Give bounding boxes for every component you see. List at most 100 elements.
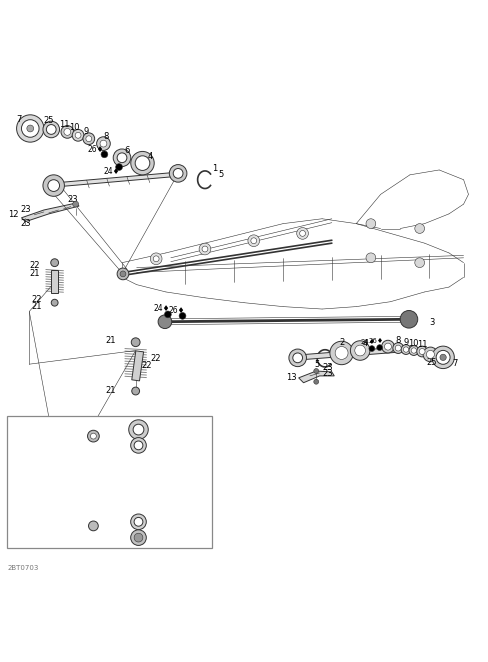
Text: 4: 4 [363,339,367,348]
Circle shape [51,299,58,306]
Circle shape [436,350,450,364]
Circle shape [61,126,74,138]
Circle shape [134,533,143,542]
Circle shape [366,218,376,228]
Circle shape [400,310,418,328]
Circle shape [75,132,81,138]
Circle shape [27,125,34,132]
Text: 21: 21 [30,269,41,278]
Circle shape [179,312,186,319]
Text: 6: 6 [124,146,130,155]
Text: 1: 1 [212,164,217,173]
Text: 25: 25 [426,357,437,367]
Circle shape [43,121,60,138]
Circle shape [51,259,59,267]
Circle shape [129,420,148,440]
Text: 8: 8 [395,336,401,346]
Circle shape [411,348,417,354]
Text: 12: 12 [8,211,19,219]
Circle shape [131,438,146,453]
Circle shape [101,151,108,158]
Bar [131,443,146,530]
Circle shape [43,175,64,197]
Text: 5: 5 [315,359,320,369]
Circle shape [377,345,383,350]
Circle shape [427,350,434,358]
Text: 23: 23 [323,369,333,379]
Circle shape [300,230,305,236]
Bar [85,440,102,518]
Bar [128,529,149,535]
Circle shape [83,133,95,144]
Text: 10: 10 [408,339,419,348]
Text: 3: 3 [429,318,435,327]
Text: 8: 8 [103,132,109,141]
Text: 24♦: 24♦ [154,304,170,313]
Text: 26♦: 26♦ [168,306,185,314]
Circle shape [415,258,425,267]
Text: 20: 20 [165,441,177,450]
Circle shape [432,346,454,369]
Text: 13: 13 [286,373,297,383]
Text: 21: 21 [31,302,42,311]
Polygon shape [21,203,79,222]
Text: 26♦: 26♦ [368,338,383,344]
Text: 23: 23 [20,219,31,228]
Circle shape [393,343,404,354]
Circle shape [415,224,425,234]
Text: 16: 16 [165,533,177,542]
Text: 24♦: 24♦ [361,339,375,345]
Text: 22: 22 [150,354,161,363]
Circle shape [131,530,146,545]
Circle shape [385,343,391,350]
Circle shape [382,340,394,353]
Text: 19: 19 [153,471,165,480]
Circle shape [86,136,92,142]
Text: 25: 25 [43,116,54,124]
Circle shape [21,120,39,137]
Circle shape [419,349,425,354]
Text: 11: 11 [59,120,70,128]
Circle shape [134,441,143,449]
Circle shape [116,164,122,170]
Circle shape [113,149,131,167]
Circle shape [73,201,79,207]
Circle shape [314,379,319,384]
Text: 26♦: 26♦ [87,145,104,154]
Circle shape [164,311,171,318]
Text: 22: 22 [30,261,41,270]
Text: 2BT0703: 2BT0703 [7,565,39,571]
Text: 14: 14 [76,441,87,450]
Circle shape [64,128,71,135]
Circle shape [350,341,370,360]
Circle shape [88,521,98,531]
Text: 9: 9 [83,127,88,136]
Circle shape [120,271,126,277]
Circle shape [132,387,140,395]
Circle shape [158,315,172,328]
Text: 17: 17 [165,424,177,433]
Text: 7: 7 [16,115,21,124]
Circle shape [97,137,110,150]
Circle shape [199,243,211,255]
Circle shape [117,153,127,163]
Circle shape [134,518,143,526]
Circle shape [248,235,260,246]
Circle shape [202,246,208,252]
Bar [132,444,145,528]
Circle shape [72,130,84,141]
Circle shape [251,238,257,244]
Text: 9: 9 [404,338,408,347]
Text: 10: 10 [69,124,80,132]
Text: 22: 22 [31,295,42,305]
Circle shape [46,124,56,134]
Circle shape [173,169,183,178]
Circle shape [403,347,409,352]
Text: 11: 11 [417,340,427,349]
Circle shape [131,338,140,347]
Circle shape [48,179,60,191]
Circle shape [289,349,306,367]
Text: 21: 21 [105,336,116,346]
Text: 23: 23 [323,363,333,371]
Text: 23: 23 [67,195,78,204]
